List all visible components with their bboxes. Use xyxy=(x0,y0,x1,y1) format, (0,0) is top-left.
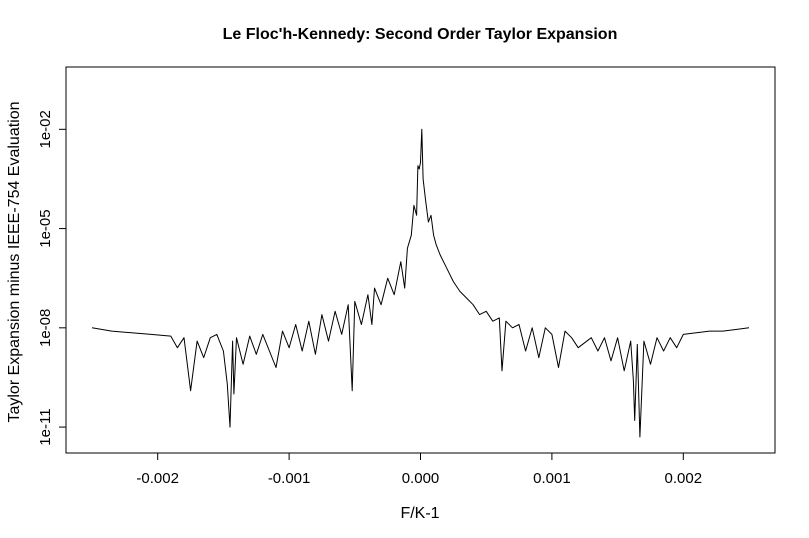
y-axis-label: Taylor Expansion minus IEEE-754 Evaluati… xyxy=(6,101,23,422)
y-tick-label: 1e-02 xyxy=(37,110,54,148)
y-axis: 1e-02 1e-05 1e-08 1e-11 xyxy=(37,110,66,446)
x-tick-label: 0.000 xyxy=(402,470,440,487)
series-line-difference xyxy=(91,128,750,438)
x-axis: -0.002 -0.001 0.000 0.001 0.002 xyxy=(136,453,702,487)
x-tick-label: -0.001 xyxy=(268,470,311,487)
y-tick-label: 1e-11 xyxy=(37,408,54,445)
x-axis-label: F/K-1 xyxy=(400,505,439,522)
chart-title: Le Floc'h-Kennedy: Second Order Taylor E… xyxy=(223,26,618,43)
plot-frame xyxy=(65,66,776,454)
y-tick-label: 1e-05 xyxy=(37,209,54,247)
x-tick-label: 0.001 xyxy=(533,470,571,487)
x-tick-label: -0.002 xyxy=(136,470,179,487)
x-tick-label: 0.002 xyxy=(665,470,703,487)
y-tick-label: 1e-08 xyxy=(37,309,54,347)
